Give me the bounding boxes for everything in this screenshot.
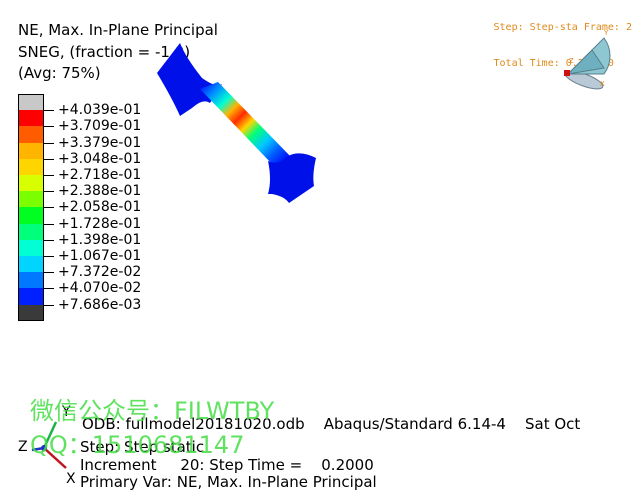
legend-tick bbox=[44, 256, 54, 257]
specimen-gauge-section bbox=[200, 82, 292, 166]
contour-avg-label: (Avg: 75%) bbox=[18, 64, 101, 82]
legend-color-band bbox=[18, 142, 44, 159]
legend-tick bbox=[44, 223, 54, 225]
contour-variable-title: NE, Max. In-Plane Principal bbox=[18, 21, 218, 39]
legend-color-band bbox=[18, 207, 44, 224]
specimen-upper-grip bbox=[157, 43, 222, 116]
watermark-qq: QQ：1510681147 bbox=[30, 431, 245, 459]
legend-tick bbox=[44, 158, 54, 160]
legend-color-band bbox=[18, 110, 44, 127]
legend-color-band bbox=[18, 304, 44, 321]
svg-text:Y: Y bbox=[603, 29, 609, 37]
odb-info-line: ODB: fullmodel20181020.odb Abaqus/Standa… bbox=[82, 415, 581, 433]
triad-y-label: Y bbox=[62, 404, 71, 420]
legend-color-band bbox=[18, 94, 44, 111]
legend-tick bbox=[44, 126, 54, 128]
legend-color-band bbox=[18, 191, 44, 208]
triad-z-label: Z bbox=[18, 439, 28, 455]
legend-color-band bbox=[18, 256, 44, 273]
legend-value-label: +1.398e-01 bbox=[58, 231, 142, 248]
coordinate-triad bbox=[31, 421, 67, 469]
legend-tick bbox=[44, 110, 54, 112]
legend-value-label: +3.709e-01 bbox=[58, 118, 142, 135]
legend-value-label: +2.718e-01 bbox=[58, 167, 142, 183]
legend-color-band bbox=[18, 158, 44, 175]
legend-tick bbox=[44, 142, 54, 144]
specimen-lower-grip bbox=[268, 153, 316, 203]
legend-value-label: +3.048e-01 bbox=[58, 150, 142, 167]
triad-x-label: X bbox=[66, 471, 76, 487]
legend-tick bbox=[44, 191, 54, 193]
legend-color-band bbox=[18, 175, 44, 192]
increment-info-line: Increment 20: Step Time = 0.2000 bbox=[80, 456, 374, 474]
legend-color-band bbox=[18, 288, 44, 305]
legend-tick bbox=[44, 304, 54, 306]
legend-value-label: +1.728e-01 bbox=[58, 215, 142, 232]
frame-step-label: Step: Step-sta Frame: 2 bbox=[493, 22, 632, 33]
primary-var-line: Primary Var: NE, Max. In-Plane Principal bbox=[80, 473, 377, 491]
legend-color-band bbox=[18, 223, 44, 240]
legend-value-label: +7.686e-03 bbox=[58, 296, 142, 313]
svg-text:X: X bbox=[600, 80, 605, 88]
legend-color-band bbox=[18, 272, 44, 289]
legend-value-label: +3.379e-01 bbox=[58, 134, 142, 151]
watermark-wechat: 微信公众号：FILWTBY bbox=[30, 397, 275, 425]
legend-tick bbox=[44, 239, 54, 241]
legend-value-label: +2.388e-01 bbox=[58, 183, 142, 200]
legend-value-label: +4.039e-01 bbox=[58, 102, 142, 119]
view-orientation-compass: Y Z X bbox=[564, 29, 611, 90]
step-info-line: Step: Step static bbox=[80, 438, 205, 456]
legend-value-label: +2.058e-01 bbox=[58, 199, 142, 216]
legend-tick bbox=[44, 272, 54, 274]
legend-tick bbox=[44, 288, 54, 290]
legend-value-label: +1.067e-01 bbox=[58, 248, 142, 264]
legend-color-band bbox=[18, 239, 44, 256]
legend-tick bbox=[44, 207, 54, 209]
svg-text:Z: Z bbox=[569, 57, 574, 65]
legend-value-label: +4.070e-02 bbox=[58, 280, 142, 297]
legend-value-label: +7.372e-02 bbox=[58, 264, 142, 281]
legend-tick bbox=[44, 175, 54, 176]
legend-color-band bbox=[18, 126, 44, 143]
